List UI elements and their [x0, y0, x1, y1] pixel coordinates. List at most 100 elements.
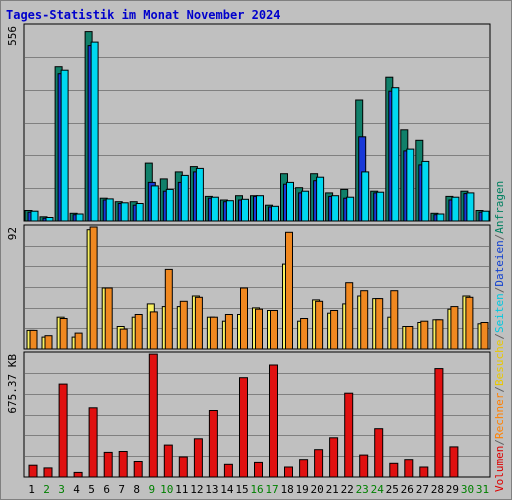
day-label-16: 16 — [250, 483, 263, 496]
bar-seiten-4 — [75, 213, 84, 222]
day-label-19: 19 — [295, 483, 308, 496]
bar-seiten-26 — [406, 148, 415, 222]
bar-rechner-18 — [285, 231, 293, 350]
legend-item-1: / — [493, 439, 506, 446]
bar-rechner-19 — [300, 318, 309, 350]
bar-seiten-22 — [346, 196, 355, 222]
legend-item-7: / — [493, 287, 506, 294]
legend: Volumen/Rechner/Besuche/Seiten/Dateien/A… — [493, 181, 506, 492]
bar-rechner-6 — [104, 287, 113, 350]
day-label-12: 12 — [190, 483, 203, 496]
day-label-21: 21 — [326, 483, 339, 496]
bar-volumen-9 — [148, 353, 158, 478]
legend-item-6: Seiten — [493, 293, 506, 333]
bar-rechner-23 — [360, 290, 369, 350]
panel-3: 675.37 KB — [6, 351, 491, 478]
day-label-3: 3 — [58, 483, 65, 496]
day-label-27: 27 — [416, 483, 429, 496]
bar-rechner-14 — [224, 314, 233, 350]
bar-volumen-27 — [419, 466, 429, 478]
bar-volumen-23 — [359, 454, 369, 478]
bar-volumen-6 — [103, 451, 113, 478]
day-label-18: 18 — [280, 483, 293, 496]
day-label-6: 6 — [103, 483, 110, 496]
bar-rechner-12 — [194, 296, 203, 350]
bar-seiten-1 — [30, 210, 39, 222]
legend-item-3: / — [493, 386, 506, 393]
bar-rechner-15 — [240, 287, 248, 350]
bar-volumen-19 — [299, 459, 309, 478]
bar-seiten-11 — [180, 174, 189, 222]
bar-seiten-17 — [271, 205, 279, 222]
bar-seiten-21 — [331, 195, 340, 222]
bar-volumen-4 — [73, 471, 83, 478]
bar-rechner-20 — [315, 300, 324, 350]
bar-volumen-13 — [208, 410, 218, 478]
bar-volumen-12 — [193, 438, 203, 478]
bar-rechner-11 — [179, 300, 188, 350]
bar-volumen-16 — [254, 461, 263, 478]
day-label-5: 5 — [88, 483, 95, 496]
bar-seiten-18 — [286, 181, 294, 222]
bar-volumen-1 — [28, 464, 38, 478]
bar-seiten-19 — [301, 190, 310, 222]
panel-max-label: 556 — [6, 26, 19, 46]
bar-rechner-28 — [435, 319, 444, 350]
bar-rechner-22 — [345, 282, 354, 350]
bar-rechner-25 — [390, 290, 399, 350]
bar-rechner-16 — [255, 308, 263, 350]
bar-seiten-27 — [421, 160, 430, 222]
bar-seiten-7 — [120, 202, 129, 222]
bar-seiten-3 — [60, 69, 69, 222]
bar-volumen-5 — [88, 407, 98, 478]
legend-item-9: / — [493, 234, 506, 241]
day-label-10: 10 — [160, 483, 173, 496]
legend-item-0: Volumen — [493, 446, 506, 492]
day-label-17: 17 — [265, 483, 278, 496]
day-label-20: 20 — [310, 483, 323, 496]
bar-volumen-25 — [389, 462, 399, 478]
bar-volumen-21 — [329, 437, 339, 478]
bar-rechner-7 — [119, 328, 128, 350]
bar-rechner-1 — [29, 329, 38, 350]
bar-volumen-28 — [434, 368, 444, 478]
bar-volumen-8 — [133, 461, 143, 478]
bar-rechner-10 — [164, 268, 173, 350]
bar-rechner-24 — [375, 298, 384, 350]
bar-seiten-8 — [135, 203, 144, 222]
bar-seiten-30 — [466, 192, 475, 222]
day-label-8: 8 — [133, 483, 140, 496]
bar-volumen-18 — [284, 466, 293, 478]
legend-item-4: Besuche — [493, 340, 506, 386]
day-label-15: 15 — [235, 483, 248, 496]
bar-volumen-20 — [314, 449, 324, 478]
bar-rechner-17 — [270, 310, 278, 350]
bar-seiten-31 — [481, 210, 490, 222]
bar-seiten-10 — [165, 188, 174, 222]
bar-rechner-29 — [450, 306, 459, 350]
bar-seiten-6 — [105, 198, 114, 222]
chart-title: Tages-Statistik im Monat November 2024 — [6, 8, 281, 22]
bar-rechner-21 — [330, 310, 339, 350]
bar-seiten-23 — [361, 171, 370, 222]
bar-volumen-15 — [239, 377, 248, 478]
day-label-30: 30 — [461, 483, 474, 496]
bar-rechner-2 — [44, 335, 53, 350]
bar-seiten-29 — [451, 196, 460, 222]
chart-panels: 556 92 675.37 KB — [6, 23, 491, 478]
day-label-23: 23 — [356, 483, 369, 496]
bar-volumen-17 — [269, 364, 278, 478]
day-label-11: 11 — [175, 483, 188, 496]
bar-seiten-15 — [241, 198, 249, 222]
legend-item-10: Anfragen — [493, 181, 506, 234]
legend-item-2: Rechner — [493, 392, 506, 439]
bar-seiten-14 — [225, 200, 234, 222]
panel-2: 92 — [6, 224, 491, 350]
bar-rechner-8 — [134, 314, 143, 350]
bar-seiten-12 — [195, 167, 204, 222]
day-label-1: 1 — [28, 483, 35, 496]
bar-seiten-5 — [90, 41, 99, 222]
day-label-24: 24 — [371, 483, 385, 496]
